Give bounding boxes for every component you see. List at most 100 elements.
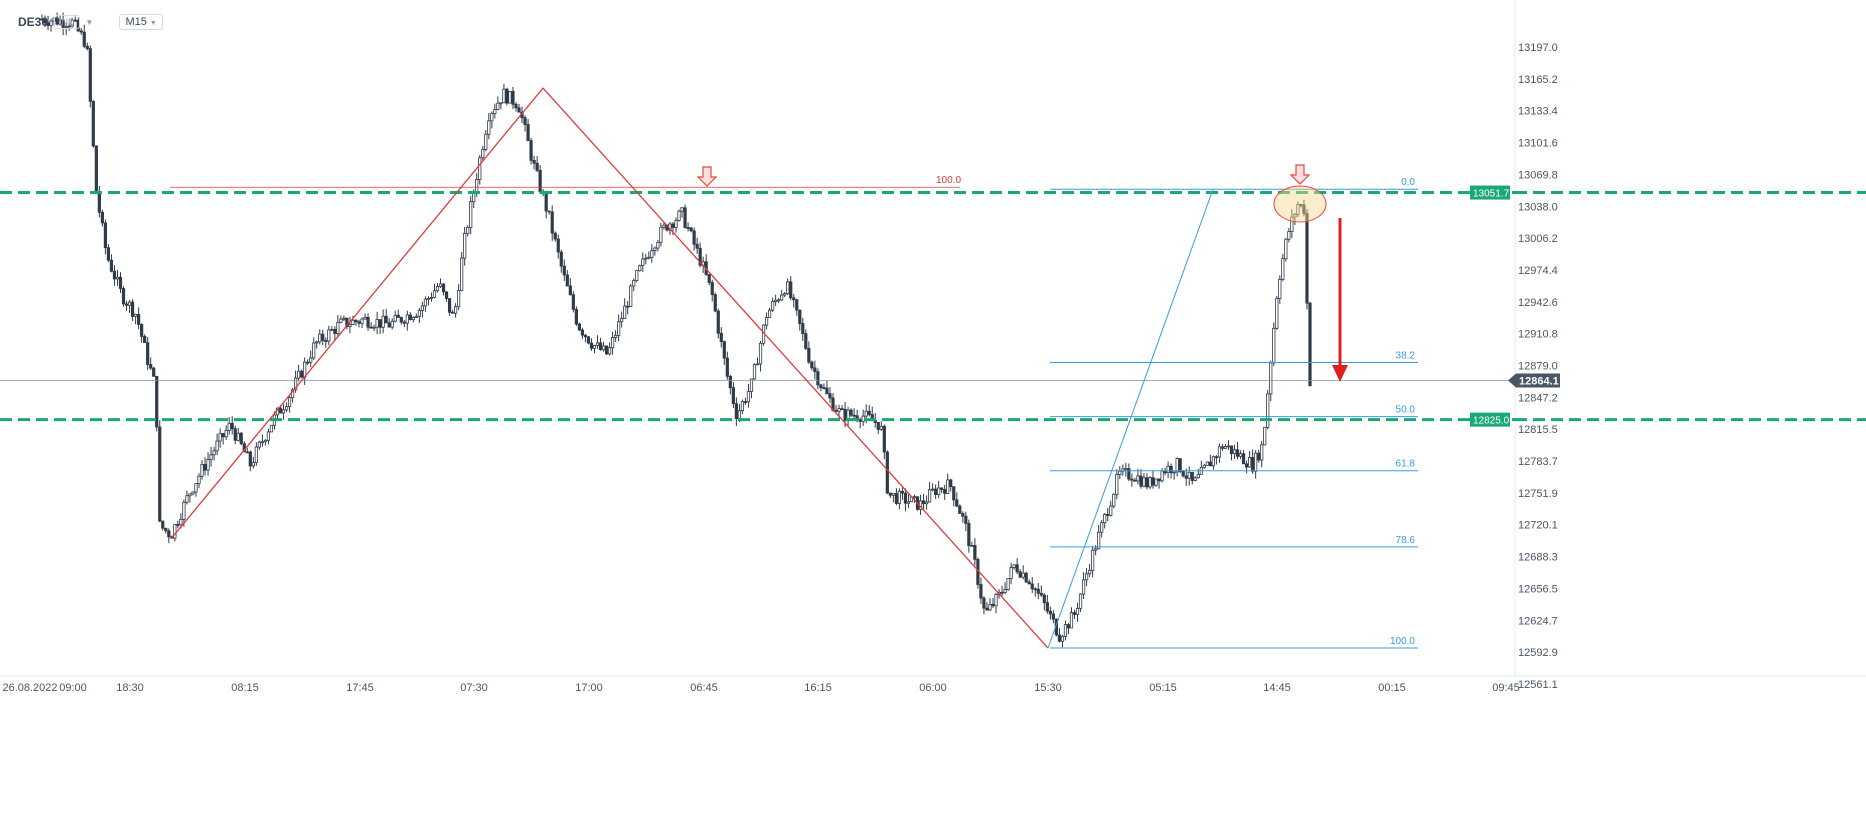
candle-body xyxy=(40,18,44,21)
candle-body xyxy=(1088,569,1092,575)
candle-body xyxy=(206,459,210,471)
y-tick-label: 12561.1 xyxy=(1518,679,1558,691)
x-tick-label: 00:15 xyxy=(1378,682,1406,694)
candle-body xyxy=(532,159,536,164)
candle-body xyxy=(1009,567,1013,579)
candle-body xyxy=(571,294,575,310)
x-tick-label: 15:30 xyxy=(1034,682,1062,694)
candle-body xyxy=(1269,362,1273,395)
candle-body xyxy=(774,299,778,302)
candle-body xyxy=(203,464,207,471)
candle-body xyxy=(384,315,388,324)
y-tick-label: 13197.0 xyxy=(1518,42,1558,54)
candle-body xyxy=(1109,505,1113,516)
candle-body xyxy=(683,207,687,228)
candle-body xyxy=(526,124,530,142)
candle-body xyxy=(315,341,319,344)
candle-body xyxy=(1284,238,1288,260)
candle-body xyxy=(553,232,557,240)
candle-body xyxy=(547,210,551,213)
candle-body xyxy=(70,19,74,27)
candle-body xyxy=(623,305,627,319)
candle-body xyxy=(1241,453,1246,465)
candle-body xyxy=(740,401,745,412)
candle-body xyxy=(200,464,204,477)
candle-body xyxy=(556,238,560,253)
candle-body xyxy=(469,201,473,228)
candle-body xyxy=(146,342,150,365)
candle-body xyxy=(604,345,609,355)
candle-body xyxy=(221,433,225,438)
candle-body xyxy=(659,226,663,243)
candle-body xyxy=(674,220,678,228)
candle-body xyxy=(414,315,418,318)
candle-body xyxy=(1175,458,1179,473)
candle-body xyxy=(580,329,585,336)
timeframe-label: M15 xyxy=(125,16,147,28)
symbol-label[interactable]: DE30 xyxy=(18,15,49,29)
candle-body xyxy=(1021,572,1025,578)
candle-body xyxy=(218,433,222,442)
candle-body xyxy=(1278,278,1282,299)
candle-body xyxy=(780,294,784,301)
candle-body xyxy=(574,308,578,325)
candles xyxy=(40,12,1312,648)
candle-body xyxy=(363,316,367,320)
candle-body xyxy=(508,91,512,104)
candle-body xyxy=(230,422,234,430)
candle-body xyxy=(1178,458,1182,472)
candle-body xyxy=(1033,588,1037,591)
zigzag-target-label: 100.0 xyxy=(936,175,961,186)
candle-body xyxy=(224,430,228,438)
candle-body xyxy=(197,475,201,484)
candle-body xyxy=(928,489,932,503)
candle-body xyxy=(1205,461,1209,466)
candle-body xyxy=(266,431,271,441)
candle-body xyxy=(961,513,965,517)
candle-body xyxy=(257,441,261,448)
candle-body xyxy=(514,103,518,109)
candle-body xyxy=(1263,426,1267,446)
candle-body xyxy=(369,326,373,329)
candle-body xyxy=(502,88,506,104)
candle-body xyxy=(1121,468,1125,472)
candle-body xyxy=(749,378,754,392)
candle-body xyxy=(1130,478,1134,481)
candle-body xyxy=(632,280,636,287)
candle-body xyxy=(402,321,406,324)
candle-body xyxy=(828,393,832,399)
candle-body xyxy=(949,479,953,488)
candle-body xyxy=(212,450,216,456)
candle-body xyxy=(538,170,542,193)
current-price-tag xyxy=(1508,373,1560,388)
y-tick-label: 13038.0 xyxy=(1518,201,1558,213)
candle-body xyxy=(897,490,902,504)
candle-body xyxy=(988,603,992,611)
support-level-tag xyxy=(1470,412,1510,427)
candle-body xyxy=(550,211,554,234)
candle-body xyxy=(1015,564,1019,573)
x-tick-label: 09:45 xyxy=(1492,682,1520,694)
candle-body xyxy=(1066,624,1071,629)
candle-body xyxy=(67,25,71,28)
candle-body xyxy=(269,424,274,433)
candle-body xyxy=(973,545,977,560)
candle-body xyxy=(852,414,856,417)
candle-body xyxy=(130,301,135,317)
candle-body xyxy=(565,274,569,287)
timeframe-selector[interactable]: M15 ▼ xyxy=(119,14,163,30)
candle-body xyxy=(849,409,853,416)
candle-body xyxy=(143,336,147,344)
chevron-down-icon[interactable]: ▼ xyxy=(85,17,94,27)
candle-body xyxy=(979,584,983,599)
candle-body xyxy=(955,499,959,507)
candle-body xyxy=(1251,457,1255,472)
candle-body xyxy=(789,281,793,299)
candle-body xyxy=(1148,477,1152,488)
candle-body xyxy=(167,530,171,538)
candle-body xyxy=(194,483,198,493)
candle-body xyxy=(891,493,895,496)
candle-body xyxy=(656,241,660,249)
candle-body xyxy=(592,345,597,349)
